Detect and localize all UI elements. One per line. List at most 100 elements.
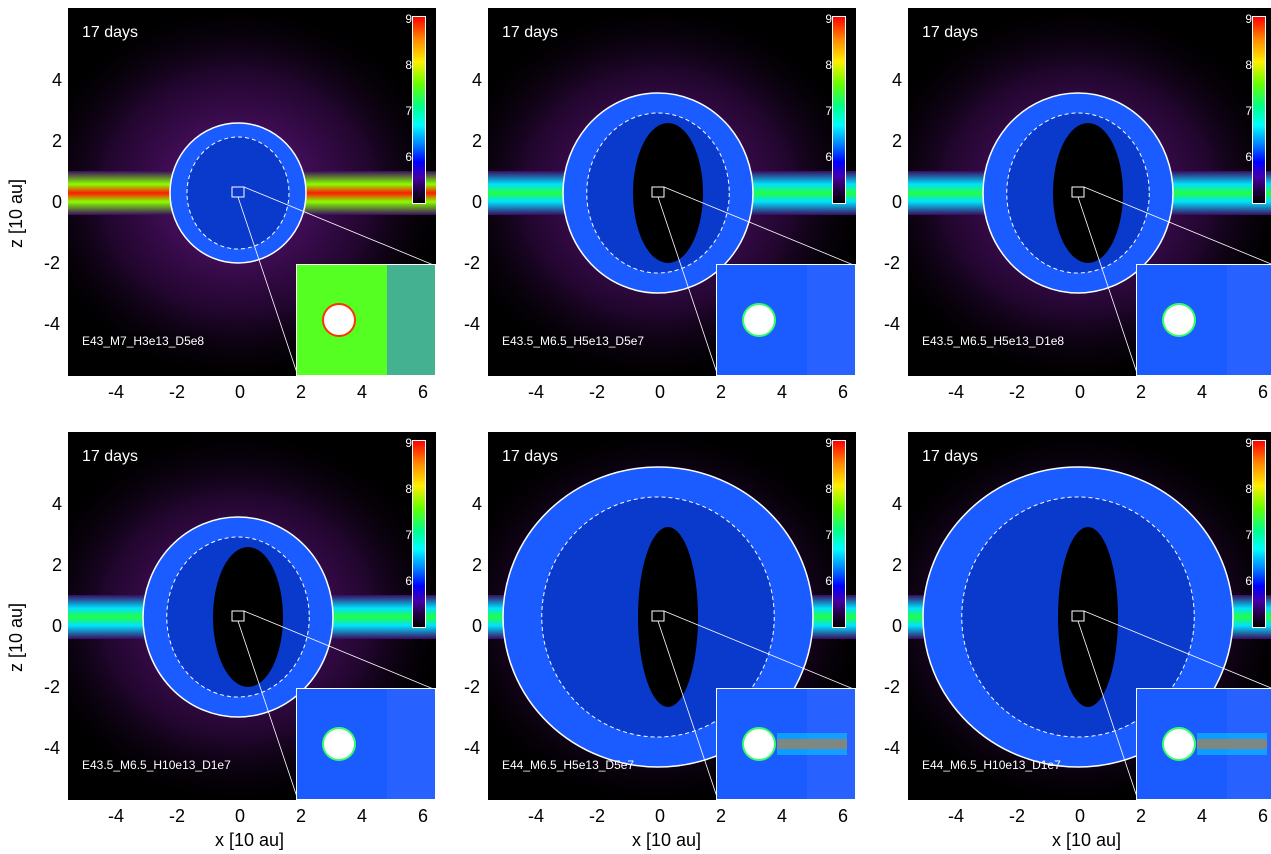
x-tick-label: 6	[418, 382, 429, 402]
x-tick-label: 4	[357, 806, 368, 826]
y-tick-label: -4	[464, 738, 481, 758]
time-label: 17 days	[502, 448, 559, 465]
time-label: 17 days	[922, 24, 979, 41]
x-tick-label: -2	[169, 806, 186, 826]
y-tick-label: -4	[464, 314, 481, 334]
colorbar-tick: 7	[825, 528, 832, 542]
y-tick-label: -2	[464, 253, 481, 273]
density-map	[68, 8, 436, 376]
colorbar-tick: 6	[405, 150, 412, 164]
y-tick-label: -2	[884, 253, 901, 273]
y-tick-label: 2	[52, 555, 63, 575]
colorbar-tick: 9	[825, 436, 832, 450]
y-axis-label-bottom: z [10 au]	[6, 602, 26, 672]
y-tick-label: 0	[472, 616, 483, 636]
colorbar-tick: 8	[1245, 58, 1252, 72]
y-tick-label: -4	[884, 314, 901, 334]
model-label: E43.5_M6.5_H5e13_D5e7	[502, 334, 645, 348]
y-tick-label: 4	[892, 70, 903, 90]
y-tick-label: 2	[472, 131, 483, 151]
x-tick-label: 2	[296, 382, 307, 402]
x-tick-label: 0	[1075, 806, 1086, 826]
colorbar	[412, 16, 426, 204]
x-tick-label: 6	[1258, 382, 1269, 402]
colorbar	[832, 440, 846, 628]
x-tick-label: -2	[589, 382, 606, 402]
colorbar	[412, 440, 426, 628]
y-tick-label: -4	[44, 314, 61, 334]
y-tick-label: 2	[892, 555, 903, 575]
x-tick-label: 0	[655, 806, 666, 826]
zoom-inset	[1136, 264, 1271, 376]
x-tick-label: 2	[296, 806, 307, 826]
colorbar-tick: 6	[405, 574, 412, 588]
colorbar-tick: 9	[405, 12, 412, 26]
colorbar-tick: 9	[1245, 12, 1252, 26]
x-tick-label: 4	[777, 382, 788, 402]
x-tick-label: 0	[1075, 382, 1086, 402]
x-tick-label: 6	[1258, 806, 1269, 826]
x-tick-label: -4	[108, 806, 125, 826]
y-tick-label: 2	[52, 131, 63, 151]
x-tick-label: -4	[528, 382, 545, 402]
x-tick-label: 6	[838, 382, 849, 402]
y-tick-label: -2	[884, 677, 901, 697]
colorbar-tick: 7	[1245, 104, 1252, 118]
colorbar-tick: 6	[1245, 150, 1252, 164]
x-tick-label: 2	[716, 382, 727, 402]
model-label: E44_M6.5_H5e13_D5e7	[502, 758, 635, 772]
simulation-panel: 17 days E44_M6.5_H10e13_D1e7 9 8 7 6	[908, 432, 1271, 800]
y-tick-label: 4	[52, 70, 63, 90]
y-tick-label: 2	[472, 555, 483, 575]
zoom-inset-map	[297, 265, 435, 375]
colorbar-tick: 8	[405, 58, 412, 72]
y-tick-label: 4	[472, 70, 483, 90]
x-tick-label: 4	[777, 806, 788, 826]
x-tick-label: -2	[1009, 382, 1026, 402]
time-label: 17 days	[82, 448, 139, 465]
x-tick-label: -2	[1009, 806, 1026, 826]
colorbar-tick: 9	[1245, 436, 1252, 450]
model-label: E43.5_M6.5_H5e13_D1e8	[922, 334, 1065, 348]
x-tick-label: -2	[589, 806, 606, 826]
y-tick-label: -2	[44, 677, 61, 697]
colorbar-tick: 9	[825, 12, 832, 26]
simulation-panel: 17 days E44_M6.5_H5e13_D5e7 9 8 7 6	[488, 432, 856, 800]
y-tick-label: -2	[464, 677, 481, 697]
colorbar-tick: 6	[1245, 574, 1252, 588]
zoom-inset	[716, 264, 856, 376]
x-tick-label: 2	[1136, 806, 1147, 826]
x-tick-label: -4	[108, 382, 125, 402]
x-tick-label: -4	[948, 806, 965, 826]
x-tick-label: 0	[235, 382, 246, 402]
model-label: E44_M6.5_H10e13_D1e7	[922, 758, 1061, 772]
colorbar-tick: 7	[405, 104, 412, 118]
y-tick-label: 4	[892, 494, 903, 514]
zoom-inset-map	[1137, 689, 1271, 799]
colorbar-tick: 7	[1245, 528, 1252, 542]
x-tick-label: 6	[418, 806, 429, 826]
y-tick-label: 0	[892, 616, 903, 636]
colorbar-tick: 9	[405, 436, 412, 450]
x-tick-label: 2	[1136, 382, 1147, 402]
colorbar-tick: 6	[825, 150, 832, 164]
zoom-inset-map	[1137, 265, 1271, 375]
y-tick-label: 4	[52, 494, 63, 514]
zoom-inset	[296, 688, 436, 800]
colorbar-tick: 7	[405, 528, 412, 542]
x-tick-label: 4	[1197, 806, 1208, 826]
colorbar-tick: 8	[825, 58, 832, 72]
y-tick-label: 0	[52, 192, 63, 212]
simulation-panel: 17 days E43.5_M6.5_H10e13_D1e7 9 8 7 6	[68, 432, 436, 800]
x-tick-label: 6	[838, 806, 849, 826]
x-tick-label: 4	[357, 382, 368, 402]
model-label: E43_M7_H3e13_D5e8	[82, 334, 205, 348]
y-tick-label: -4	[44, 738, 61, 758]
colorbar-tick: 6	[825, 574, 832, 588]
zoom-inset-map	[717, 265, 855, 375]
x-axis-label-1: x [10 au]	[215, 830, 285, 850]
x-tick-label: 0	[655, 382, 666, 402]
colorbar	[1252, 440, 1266, 628]
x-axis-label-3: x [10 au]	[1052, 830, 1122, 850]
y-tick-label: 0	[52, 616, 63, 636]
